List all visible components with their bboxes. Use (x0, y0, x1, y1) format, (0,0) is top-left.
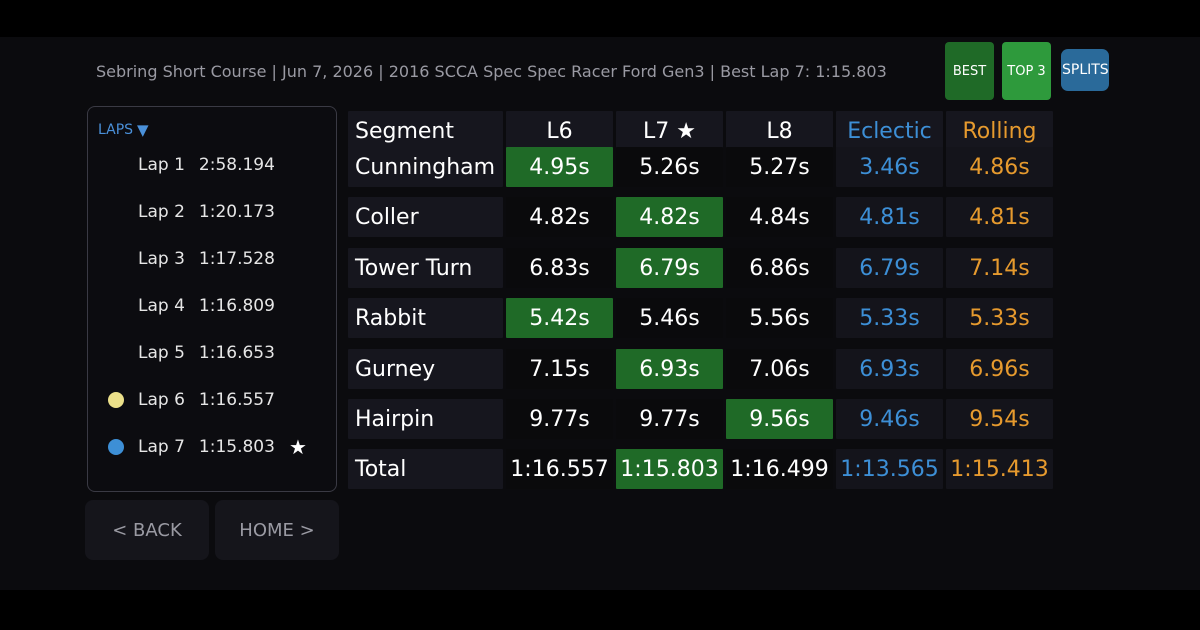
lap-split-cell: 9.56s (726, 399, 833, 439)
rolling-cell: 7.14s (946, 248, 1053, 288)
lap-item[interactable]: Lap 5 1:16.653 (108, 341, 328, 365)
lap-color-dot (108, 392, 124, 408)
lap-time: 1:16.557 (198, 390, 275, 410)
lap-time: 1:17.528 (198, 249, 275, 269)
lap-color-dot (108, 439, 124, 455)
lap-split-cell: 5.42s (506, 298, 613, 338)
triangle-down-icon: ▼ (137, 121, 149, 139)
lap-label: Lap 5 (138, 343, 185, 363)
lap-split-cell: 5.26s (616, 147, 723, 187)
eclectic-cell: 1:13.565 (836, 449, 943, 489)
lap-split-cell: 6.79s (616, 248, 723, 288)
segment-name: Tower Turn (348, 248, 503, 288)
lap-7-header: L7 ★ (616, 111, 723, 151)
lap-item[interactable]: Lap 7 1:15.803 ★ (108, 435, 328, 459)
segment-header: Segment (348, 111, 503, 151)
session-info: Sebring Short Course | Jun 7, 2026 | 201… (96, 62, 887, 81)
rolling-cell: 6.96s (946, 349, 1053, 389)
rolling-cell: 4.81s (946, 197, 1053, 237)
lap-label: Lap 7 (138, 437, 185, 457)
lap-split-cell: 4.82s (616, 197, 723, 237)
lap-split-cell: 7.15s (506, 349, 613, 389)
rolling-cell: 1:15.413 (946, 449, 1053, 489)
top3-button[interactable]: TOP 3 (1002, 42, 1051, 100)
lap-split-cell: 1:15.803 (616, 449, 723, 489)
laps-dropdown[interactable]: LAPS ▼ (98, 121, 149, 139)
lap-split-cell: 6.86s (726, 248, 833, 288)
segment-name: Coller (348, 197, 503, 237)
lap-label: Lap 2 (138, 202, 185, 222)
lap-dot-placeholder (108, 298, 124, 314)
lap-time: 1:16.809 (198, 296, 275, 316)
segment-name: Total (348, 449, 503, 489)
back-button[interactable]: < BACK (85, 500, 209, 560)
lap-split-cell: 6.83s (506, 248, 613, 288)
lap-6-header: L6 (506, 111, 613, 151)
segment-name: Rabbit (348, 298, 503, 338)
eclectic-cell: 5.33s (836, 298, 943, 338)
lap-split-cell: 4.95s (506, 147, 613, 187)
splits-button[interactable]: SPLITS (1061, 49, 1109, 91)
laps-panel: LAPS ▼ Lap 1 2:58.194 Lap 2 1:20.173 Lap 3 1:… (87, 106, 337, 492)
eclectic-cell: 3.46s (836, 147, 943, 187)
lap-time: 1:15.803 (198, 437, 275, 457)
lap-time: 1:20.173 (198, 202, 275, 222)
lap-split-cell: 1:16.557 (506, 449, 613, 489)
lap-split-cell: 6.93s (616, 349, 723, 389)
lap-label: Lap 1 (138, 155, 185, 175)
lap-split-cell: 4.84s (726, 197, 833, 237)
rolling-cell: 9.54s (946, 399, 1053, 439)
rolling-cell: 4.86s (946, 147, 1053, 187)
home-button[interactable]: HOME > (215, 500, 339, 560)
laps-title: LAPS (98, 122, 134, 138)
lap-label: Lap 6 (138, 390, 185, 410)
lap-dot-placeholder (108, 204, 124, 220)
lap-item[interactable]: Lap 1 2:58.194 (108, 153, 328, 177)
eclectic-header: Eclectic (836, 111, 943, 151)
segment-name: Gurney (348, 349, 503, 389)
lap-label: Lap 3 (138, 249, 185, 269)
eclectic-cell: 6.93s (836, 349, 943, 389)
best-button[interactable]: BEST (945, 42, 994, 100)
lap-split-cell: 9.77s (616, 399, 723, 439)
segment-name: Hairpin (348, 399, 503, 439)
lap-time: 1:16.653 (198, 343, 275, 363)
lap-item[interactable]: Lap 4 1:16.809 (108, 294, 328, 318)
lap-dot-placeholder (108, 345, 124, 361)
lap-split-cell: 5.56s (726, 298, 833, 338)
lap-time: 2:58.194 (198, 155, 275, 175)
lap-split-cell: 4.82s (506, 197, 613, 237)
lap-item[interactable]: Lap 3 1:17.528 (108, 247, 328, 271)
lap-split-cell: 5.46s (616, 298, 723, 338)
lap-split-cell: 5.27s (726, 147, 833, 187)
lap-dot-placeholder (108, 251, 124, 267)
eclectic-cell: 4.81s (836, 197, 943, 237)
eclectic-cell: 9.46s (836, 399, 943, 439)
lap-split-cell: 7.06s (726, 349, 833, 389)
lap-dot-placeholder (108, 157, 124, 173)
rolling-cell: 5.33s (946, 298, 1053, 338)
lap-split-cell: 1:16.499 (726, 449, 833, 489)
lap-item[interactable]: Lap 2 1:20.173 (108, 200, 328, 224)
lap-8-header: L8 (726, 111, 833, 151)
lap-label: Lap 4 (138, 296, 185, 316)
screen: Sebring Short Course | Jun 7, 2026 | 201… (0, 37, 1200, 590)
lap-split-cell: 9.77s (506, 399, 613, 439)
segment-name: Cunningham (348, 147, 503, 187)
lap-item[interactable]: Lap 6 1:16.557 (108, 388, 328, 412)
star-icon: ★ (288, 435, 307, 459)
rolling-header: Rolling (946, 111, 1053, 151)
eclectic-cell: 6.79s (836, 248, 943, 288)
